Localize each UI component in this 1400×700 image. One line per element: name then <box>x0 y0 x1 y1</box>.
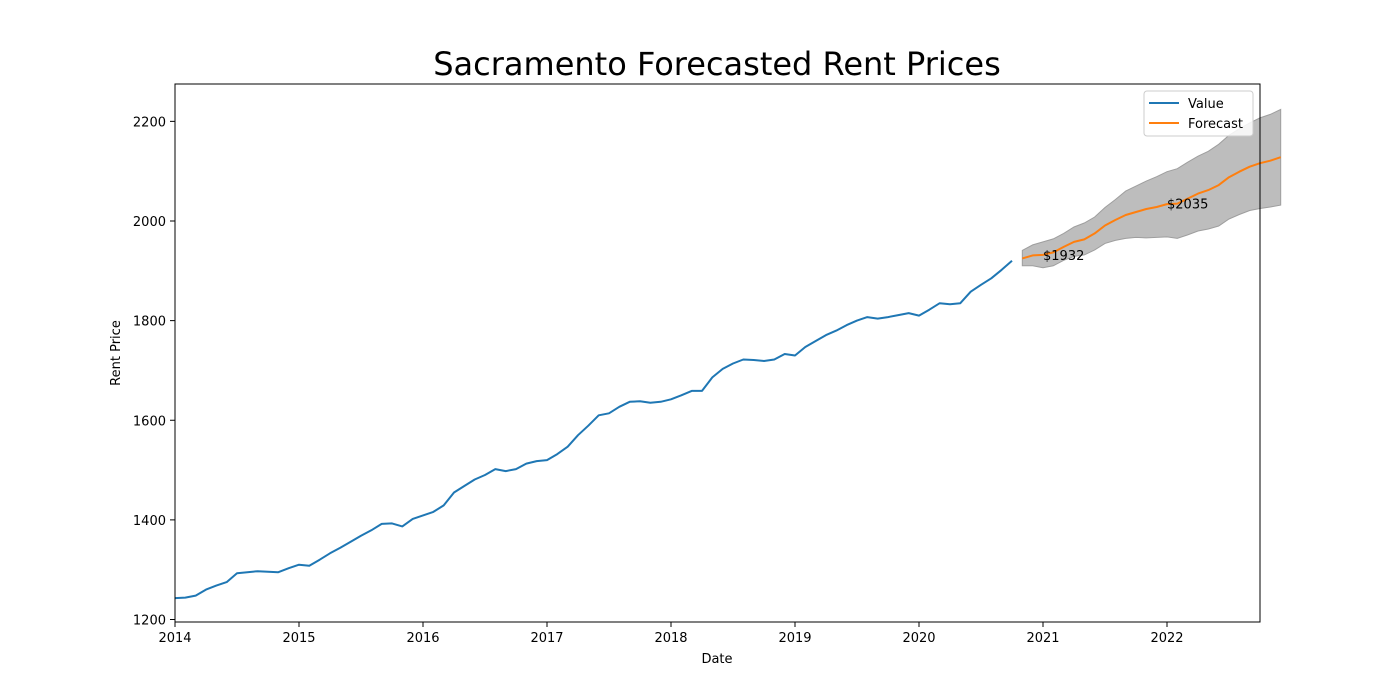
y-tick-label: 1400 <box>133 514 166 529</box>
chart-title: Sacramento Forecasted Rent Prices <box>433 45 1001 83</box>
x-tick-label: 2019 <box>778 631 811 646</box>
confidence-band-layer <box>1021 108 1282 269</box>
x-axis: 2014 2015 2016 2017 2018 2019 2020 2021 2022 <box>158 622 1184 646</box>
y-tick-label: 1800 <box>133 315 166 330</box>
annotation-label: $1932 <box>1043 249 1084 264</box>
x-tick-label: 2016 <box>406 631 439 646</box>
x-tick-label: 2022 <box>1150 631 1183 646</box>
plot-frame <box>174 83 1261 623</box>
x-tick-label: 2014 <box>158 631 191 646</box>
series-value-line <box>174 260 1013 600</box>
series-layer <box>174 156 1282 600</box>
y-tick-label: 1600 <box>133 414 166 429</box>
annotation-label: $2035 <box>1167 198 1208 213</box>
x-tick-label: 2020 <box>902 631 935 646</box>
legend: Value Forecast <box>1143 90 1254 137</box>
x-tick-label: 2018 <box>654 631 687 646</box>
x-tick-label: 2017 <box>530 631 563 646</box>
x-axis-label: Date <box>701 652 732 667</box>
annotation-layer: $1932 $2035 <box>1043 198 1208 264</box>
x-tick-label: 2015 <box>282 631 315 646</box>
legend-forecast-label: Forecast <box>1188 117 1243 132</box>
y-axis-label: Rent Price <box>109 320 124 386</box>
y-axis: 1200 1400 1600 1800 2000 2200 <box>133 115 175 629</box>
y-tick-label: 2200 <box>133 115 166 130</box>
y-tick-label: 1200 <box>133 614 166 629</box>
x-tick-label: 2021 <box>1026 631 1059 646</box>
series-forecast-line <box>1022 156 1282 260</box>
y-tick-label: 2000 <box>133 215 166 230</box>
forecast-confidence-band <box>1021 108 1282 269</box>
legend-value-label: Value <box>1188 97 1224 112</box>
